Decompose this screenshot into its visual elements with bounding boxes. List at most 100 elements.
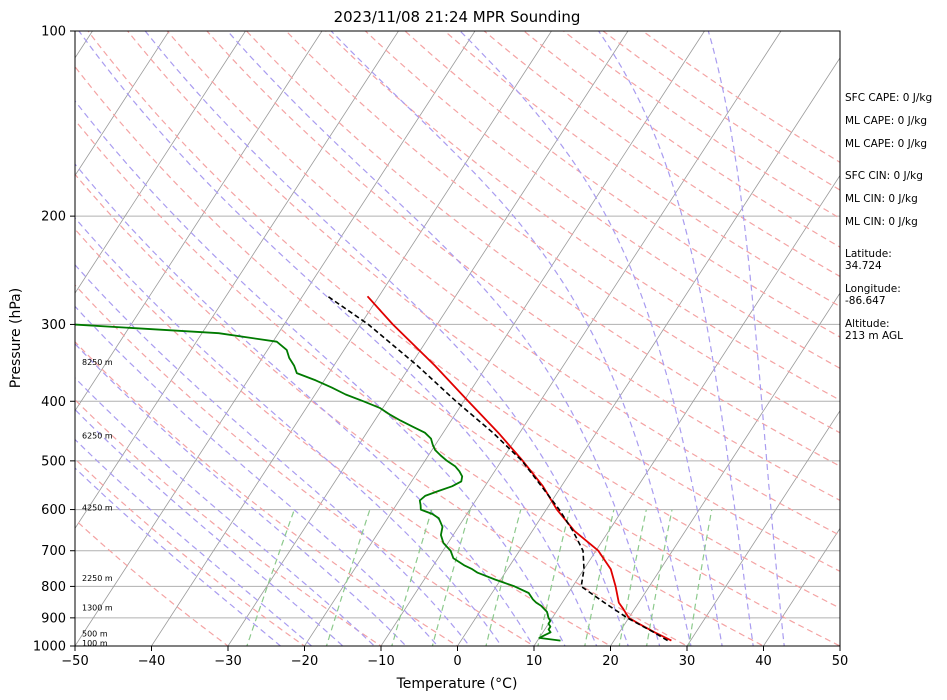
x-tick-label: 50 bbox=[832, 654, 849, 669]
isotherm-line bbox=[75, 31, 323, 412]
height-label: 100 m bbox=[82, 639, 108, 648]
data-lines bbox=[75, 295, 672, 642]
plot-frame bbox=[74, 30, 841, 647]
moist-adiabat-line bbox=[75, 438, 313, 646]
height-label: 1300 m bbox=[82, 603, 113, 612]
height-label: 8250 m bbox=[82, 358, 113, 367]
ml-cin-text: ML CIN: 0 J/kg bbox=[845, 193, 918, 205]
x-axis-label: Temperature (°C) bbox=[396, 676, 518, 692]
mixing-ratio-line bbox=[584, 509, 615, 646]
altitude-label: Altitude: bbox=[845, 318, 890, 330]
dry-adiabat-line bbox=[75, 518, 230, 646]
mixing-ratio-line bbox=[325, 509, 371, 646]
isotherm-line bbox=[686, 410, 840, 646]
isotherm-line bbox=[227, 31, 629, 646]
moist-adiabat-line bbox=[75, 342, 407, 646]
dry-adiabat-line bbox=[75, 284, 536, 646]
y-tick-label: 200 bbox=[41, 210, 66, 225]
dry-adiabat-line bbox=[166, 31, 840, 537]
y-tick-label: 900 bbox=[41, 611, 66, 626]
parcel-profile-line bbox=[327, 295, 669, 642]
isotherm-line bbox=[75, 31, 246, 294]
y-tick-label: 1000 bbox=[33, 640, 66, 655]
mixing-ratio-line bbox=[431, 509, 471, 646]
altitude-value: 213 m AGL bbox=[845, 330, 903, 342]
moist-adiabat-line bbox=[75, 305, 439, 646]
moist-adiabat-line bbox=[75, 467, 282, 646]
y-tick-label: 500 bbox=[41, 454, 66, 469]
isotherm-line bbox=[75, 31, 170, 177]
moist-adiabat-line bbox=[75, 377, 376, 646]
moist-adiabat-line bbox=[598, 31, 754, 646]
chart-title: 2023/11/08 21:24 MPR Sounding bbox=[334, 8, 581, 26]
mixing-ratio-line bbox=[246, 509, 295, 646]
x-tick-label: −40 bbox=[138, 654, 165, 669]
x-tick-label: 0 bbox=[453, 654, 461, 669]
moist-adiabat-line bbox=[330, 31, 692, 646]
background-lines bbox=[75, 31, 840, 646]
y-tick-label: 600 bbox=[41, 503, 66, 518]
dry-adiabat-line bbox=[87, 31, 840, 609]
dry-adiabat-line bbox=[75, 119, 765, 646]
moist-adiabat-line bbox=[227, 31, 661, 646]
y-axis-label: Pressure (hPa) bbox=[8, 288, 24, 388]
isotherm-line bbox=[75, 31, 476, 646]
dry-adiabat-line bbox=[75, 341, 459, 646]
height-label: 500 m bbox=[82, 630, 108, 639]
longitude-label: Longitude: bbox=[845, 283, 901, 295]
dry-adiabat-line bbox=[245, 31, 840, 467]
x-tick-label: −10 bbox=[367, 654, 394, 669]
latitude-value: 34.724 bbox=[845, 260, 882, 272]
ml-cape-text: ML CAPE: 0 J/kg bbox=[845, 115, 928, 127]
mixing-ratio-line bbox=[537, 509, 571, 646]
height-label: 4250 m bbox=[82, 503, 113, 512]
isotherm-line bbox=[380, 31, 782, 646]
longitude-value: -86.647 bbox=[845, 295, 886, 307]
y-tick-label: 400 bbox=[41, 395, 66, 410]
sounding-indices-panel: SFC CAPE: 0 J/kg ML CAPE: 0 J/kg ML CAPE… bbox=[845, 92, 945, 342]
isotherm-line bbox=[304, 31, 705, 646]
dry-adiabat-line bbox=[75, 228, 612, 646]
ml-cape-text-2: ML CAPE: 0 J/kg bbox=[845, 138, 928, 150]
y-tick-label: 700 bbox=[41, 544, 66, 559]
y-tick-label: 100 bbox=[41, 25, 66, 40]
moist-adiabat-line bbox=[144, 31, 629, 646]
mixing-ratio-line bbox=[485, 509, 522, 646]
dry-adiabat-line bbox=[75, 398, 383, 646]
moist-adiabat-line bbox=[707, 31, 785, 646]
isotherm-line bbox=[457, 57, 840, 646]
moist-adiabat-line bbox=[75, 163, 534, 646]
axis-ticks: −50 −40 −30 −20 −10 0 10 20 30 40 50 100 200 300 400 50… bbox=[33, 25, 848, 670]
moist-adiabat-line bbox=[75, 264, 471, 646]
y-tick-label: 800 bbox=[41, 580, 66, 595]
y-tick-label: 300 bbox=[41, 318, 66, 333]
sfc-cin-text: SFC CIN: 0 J/kg bbox=[845, 170, 923, 182]
dry-adiabat-line bbox=[126, 31, 840, 572]
isotherm-line bbox=[763, 527, 840, 646]
dry-adiabat-line bbox=[75, 458, 306, 646]
moist-adiabat-line bbox=[75, 99, 566, 646]
dry-adiabat-line bbox=[75, 173, 689, 646]
moist-adiabat-line bbox=[459, 31, 723, 646]
mixing-ratio-line bbox=[688, 509, 713, 646]
isotherm-line bbox=[75, 31, 399, 530]
x-tick-label: 10 bbox=[526, 654, 543, 669]
mixing-ratio-line bbox=[391, 509, 433, 646]
x-tick-label: −30 bbox=[214, 654, 241, 669]
sfc-cape-text: SFC CAPE: 0 J/kg bbox=[845, 92, 933, 104]
moist-adiabat-line bbox=[75, 408, 344, 646]
x-tick-label: −50 bbox=[61, 654, 88, 669]
latitude-label: Latitude: bbox=[845, 248, 892, 260]
mixing-ratio-line bbox=[618, 509, 647, 646]
height-label: 6250 m bbox=[82, 432, 113, 441]
dry-adiabat-line bbox=[206, 31, 840, 502]
x-tick-label: 30 bbox=[679, 654, 696, 669]
x-tick-label: 20 bbox=[602, 654, 619, 669]
mixing-ratio-line bbox=[645, 509, 673, 646]
height-label: 2250 m bbox=[82, 574, 113, 583]
x-tick-label: −20 bbox=[291, 654, 318, 669]
dry-adiabat-line bbox=[75, 65, 840, 646]
isotherm-line bbox=[151, 31, 552, 646]
